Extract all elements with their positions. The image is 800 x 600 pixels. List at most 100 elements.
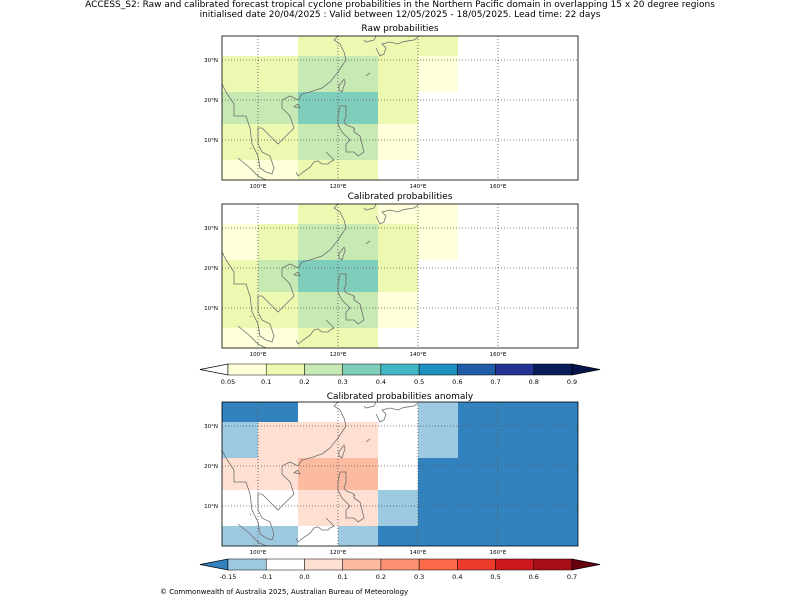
map-panel-2: 100°E 120°E 140°E 160°E 10°N 20°N 30°N xyxy=(204,203,579,358)
coastline xyxy=(338,78,346,93)
data-cell xyxy=(298,328,378,348)
data-cell xyxy=(222,92,298,124)
y-tick-label: 10°N xyxy=(204,504,218,510)
data-cell xyxy=(258,458,298,490)
colorbar-tick-label: 0.4 xyxy=(376,378,386,386)
y-tick-label: 20°N xyxy=(204,266,218,272)
colorbar-over-arrow xyxy=(571,363,601,376)
coastline xyxy=(375,36,419,57)
colorbar-tick-label: 0.3 xyxy=(414,573,424,581)
map-panel-3: 100°E 120°E 140°E 160°E 10°N 20°N 30°N xyxy=(204,401,579,556)
colorbar-segment xyxy=(533,558,573,571)
x-tick-label: 100°E xyxy=(250,184,267,190)
data-cell xyxy=(258,260,298,292)
map-frame xyxy=(221,203,579,349)
coastline xyxy=(363,203,377,211)
map-frame xyxy=(221,35,579,181)
data-cell xyxy=(378,292,418,328)
data-cell xyxy=(378,260,418,292)
data-cell xyxy=(222,402,298,422)
coastline xyxy=(293,469,301,475)
coastline xyxy=(295,151,335,177)
colorbar-tick-label: 0.5 xyxy=(414,378,424,386)
x-tick-label: 160°E xyxy=(490,184,507,190)
colorbar-tick-label: 0.0 xyxy=(299,573,309,581)
data-cell xyxy=(458,402,578,458)
coastline xyxy=(249,147,252,150)
coastline xyxy=(221,35,347,175)
coastline xyxy=(221,203,347,343)
x-tick-label: 140°E xyxy=(410,550,427,556)
coastline xyxy=(338,444,346,459)
coastline xyxy=(237,157,267,181)
x-tick-label: 100°E xyxy=(250,550,267,556)
coastline xyxy=(237,325,267,349)
coastline xyxy=(293,271,301,277)
data-cell xyxy=(378,124,418,160)
data-cell xyxy=(222,292,298,328)
colorbar-tick-label: -0.1 xyxy=(260,573,273,581)
colorbar-tick-label: 0.2 xyxy=(376,573,386,581)
colorbar-under-arrow xyxy=(199,363,229,376)
coastline xyxy=(365,240,371,245)
colorbar-tick-label: 0.8 xyxy=(529,378,539,386)
coastline xyxy=(249,315,252,318)
colorbar-segment xyxy=(304,558,343,571)
colorbar-tick-label: 0.05 xyxy=(221,378,235,386)
colorbar-segment xyxy=(495,363,535,376)
coastline xyxy=(337,471,365,523)
coastline xyxy=(375,402,419,423)
data-cell xyxy=(298,224,378,260)
map1-title: Raw probabilities xyxy=(361,24,439,34)
colorbar-segment xyxy=(227,558,267,571)
coastline xyxy=(363,401,377,409)
data-cell xyxy=(378,224,418,260)
x-tick-label: 120°E xyxy=(330,184,347,190)
colorbar-tick-label: 0.7 xyxy=(567,573,577,581)
x-tick-label: 120°E xyxy=(330,352,347,358)
y-tick-label: 30°N xyxy=(204,58,218,64)
colorbar-segment xyxy=(418,363,458,376)
data-cell xyxy=(418,56,458,92)
y-tick-label: 10°N xyxy=(204,306,218,312)
colorbar-tick-label: 0.5 xyxy=(490,573,500,581)
copyright-text: © Commonwealth of Australia 2025, Austra… xyxy=(160,588,409,596)
colorbar-tick-label: 0.4 xyxy=(452,573,462,581)
data-cell xyxy=(222,56,298,92)
data-cell xyxy=(258,224,298,260)
map3-title: Calibrated probabilities anomaly xyxy=(326,392,474,402)
colorbar-segment xyxy=(342,363,382,376)
map-panel-1: 100°E 120°E 140°E 160°E 10°N 20°N 30°N xyxy=(204,35,579,190)
colorbar-segment xyxy=(227,363,267,376)
data-cell xyxy=(418,224,458,260)
coastline xyxy=(249,513,252,516)
data-cell xyxy=(298,56,378,92)
coastline xyxy=(375,204,419,225)
colorbar-segment xyxy=(495,558,535,571)
colorbar-2: -0.15 -0.1 0.0 0.1 0.2 0.3 0.4 0.5 0.6 0.7 xyxy=(199,558,601,581)
coastline xyxy=(365,72,371,77)
data-cell xyxy=(338,526,378,546)
y-tick-label: 30°N xyxy=(204,424,218,430)
colorbar-segment xyxy=(457,558,496,571)
colorbar-segment xyxy=(342,558,382,571)
data-cell xyxy=(378,526,418,546)
colorbar-tick-label: 0.6 xyxy=(452,378,462,386)
colorbar-segment xyxy=(457,363,496,376)
coastline xyxy=(363,35,377,43)
coastline xyxy=(295,319,335,345)
x-tick-label: 160°E xyxy=(490,550,507,556)
colorbar-segment xyxy=(418,558,458,571)
map2-title: Calibrated probabilities xyxy=(347,192,453,202)
colorbar-tick-label: -0.15 xyxy=(220,573,237,581)
data-cell xyxy=(222,124,298,160)
coastline xyxy=(338,246,346,261)
data-cell xyxy=(222,224,258,260)
data-cell xyxy=(378,92,418,124)
y-tick-label: 20°N xyxy=(204,464,218,470)
y-tick-label: 10°N xyxy=(204,138,218,144)
colorbar-segment xyxy=(380,558,420,571)
colorbar-segment xyxy=(380,363,420,376)
colorbar-tick-label: 0.1 xyxy=(261,378,271,386)
colorbar-tick-label: 0.7 xyxy=(490,378,500,386)
